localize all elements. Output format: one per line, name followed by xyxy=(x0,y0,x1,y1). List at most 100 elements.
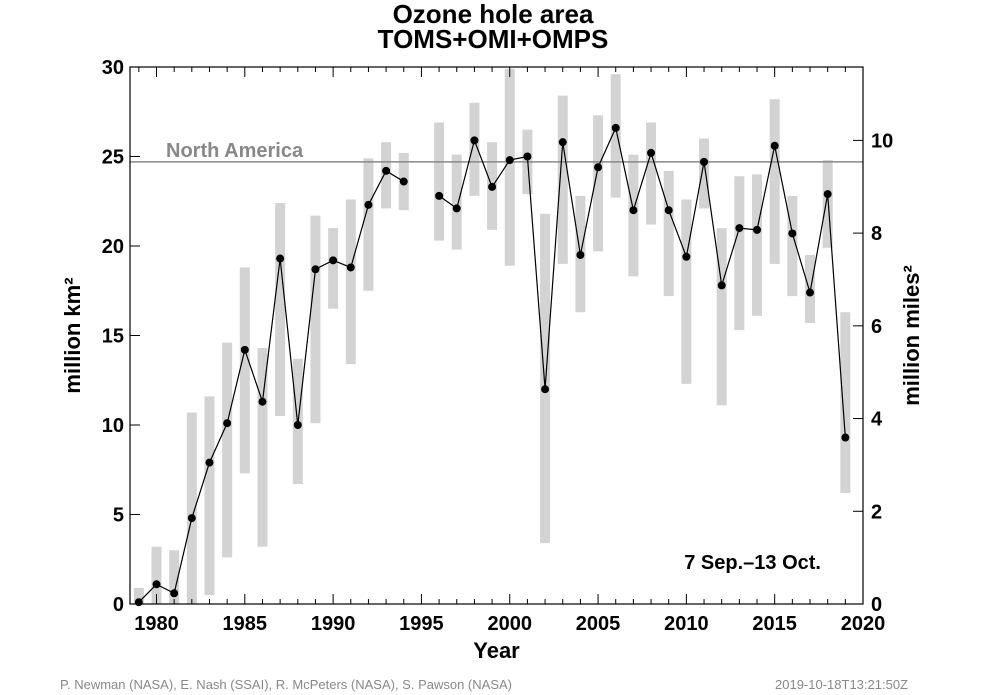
series-line-segment-2 xyxy=(438,125,846,438)
data-point-2011 xyxy=(700,157,709,166)
data-point-2002 xyxy=(541,385,550,394)
y2-tick-label: 0 xyxy=(871,594,882,616)
data-point-2017 xyxy=(806,288,815,297)
data-point-2013 xyxy=(735,224,744,233)
data-point-2010 xyxy=(682,252,691,261)
x-tick-label: 2000 xyxy=(487,613,532,635)
data-point-1983 xyxy=(205,458,214,467)
range-bar-2015 xyxy=(769,99,780,264)
range-bar-1997 xyxy=(451,154,462,250)
range-bar-2009 xyxy=(663,170,674,297)
x-tick-label: 1985 xyxy=(223,613,268,635)
x-tick-label: 1995 xyxy=(399,613,444,635)
data-point-1993 xyxy=(382,166,391,175)
range-bar-2006 xyxy=(610,74,621,198)
y2-tick-label: 2 xyxy=(871,501,882,523)
range-bar-1987 xyxy=(275,203,286,417)
range-bar-2002 xyxy=(540,213,551,544)
x-tick-label: 2020 xyxy=(841,613,886,635)
data-point-2019 xyxy=(841,433,850,442)
data-point-2015 xyxy=(770,141,779,150)
range-bar-1979 xyxy=(133,587,144,604)
range-bar-1989 xyxy=(310,215,321,424)
data-point-1987 xyxy=(276,254,285,263)
range-bar-2003 xyxy=(557,95,568,264)
range-bar-2014 xyxy=(752,174,763,316)
range-bar-1998 xyxy=(469,102,480,196)
range-bar-2011 xyxy=(699,138,710,209)
range-bar-1996 xyxy=(434,122,445,241)
y-tick-label: 15 xyxy=(102,326,124,348)
credits-text: P. Newman (NASA), E. Nash (SSAI), R. McP… xyxy=(60,677,512,692)
range-bar-1983 xyxy=(204,396,215,596)
reference-label: North America xyxy=(166,140,304,162)
series-line-segment-1 xyxy=(138,169,405,603)
data-point-1999 xyxy=(488,182,497,191)
data-points xyxy=(134,123,850,607)
data-point-1981 xyxy=(170,589,179,598)
y-tick-label: 10 xyxy=(102,415,124,437)
y-axis-label-left: million km² xyxy=(60,277,85,393)
data-point-2003 xyxy=(558,138,567,147)
series-line xyxy=(138,125,846,603)
data-point-2016 xyxy=(788,229,797,238)
range-bar-1991 xyxy=(345,199,356,365)
range-bar-1986 xyxy=(257,348,268,547)
x-tick-label: 2010 xyxy=(664,613,709,635)
data-point-1997 xyxy=(452,204,461,213)
range-bar-1984 xyxy=(222,342,233,558)
range-bar-2019 xyxy=(840,312,851,494)
range-bar-2013 xyxy=(734,176,745,331)
range-bar-2010 xyxy=(681,199,692,384)
y2-tick-label: 6 xyxy=(871,316,882,338)
y2-tick-label: 10 xyxy=(871,130,893,152)
range-bar-1993 xyxy=(381,142,392,209)
data-point-2008 xyxy=(647,148,656,157)
range-bar-1981 xyxy=(169,550,180,604)
data-point-1998 xyxy=(470,136,479,145)
x-tick-label: 2015 xyxy=(752,613,797,635)
y2-tick-label: 8 xyxy=(871,223,882,245)
data-point-1992 xyxy=(364,200,373,209)
range-bar-1980 xyxy=(151,546,162,604)
range-bar-2008 xyxy=(646,122,657,225)
data-point-1982 xyxy=(187,514,196,523)
range-bar-1992 xyxy=(363,158,374,291)
x-tick-label: 1990 xyxy=(311,613,356,635)
data-point-1985 xyxy=(240,345,249,354)
data-point-2004 xyxy=(576,250,585,259)
y-tick-label: 5 xyxy=(113,505,124,527)
y-tick-label: 25 xyxy=(102,147,124,169)
data-point-1980 xyxy=(152,580,161,589)
data-point-2006 xyxy=(611,123,620,132)
range-bar-1982 xyxy=(186,412,197,604)
data-point-2005 xyxy=(594,163,603,172)
data-point-2009 xyxy=(664,206,673,215)
data-point-1989 xyxy=(311,265,320,274)
range-bar-1985 xyxy=(239,267,250,474)
data-point-2018 xyxy=(823,190,832,199)
data-point-1994 xyxy=(399,177,408,186)
data-point-1991 xyxy=(346,263,355,272)
timestamp-text: 2019-10-18T13:21:50Z xyxy=(775,677,908,692)
axes: 0 5 10 15 20 25 30 0 2 4 6 8 10 1980 1985 1990 1995 2000 2… xyxy=(102,57,894,635)
range-bar-2012 xyxy=(716,228,727,406)
range-bar-2016 xyxy=(787,195,798,297)
range-bar-2000 xyxy=(504,68,515,266)
data-point-2007 xyxy=(629,206,638,215)
data-point-1988 xyxy=(293,421,302,429)
y-tick-label: 0 xyxy=(113,594,124,616)
data-point-2001 xyxy=(523,152,532,161)
y2-tick-label: 4 xyxy=(871,409,883,431)
y-tick-label: 20 xyxy=(102,236,124,258)
range-bar-2005 xyxy=(593,115,604,252)
data-point-1996 xyxy=(435,191,444,200)
data-point-2012 xyxy=(717,281,726,290)
range-bar-2007 xyxy=(628,154,639,277)
date-range-annotation: 7 Sep.–13 Oct. xyxy=(684,552,821,574)
y-axis-label-right: million miles² xyxy=(899,265,924,406)
chart-title: Ozone hole area xyxy=(393,0,594,29)
data-point-1990 xyxy=(329,256,338,265)
chart-subtitle: TOMS+OMI+OMPS xyxy=(378,24,609,54)
